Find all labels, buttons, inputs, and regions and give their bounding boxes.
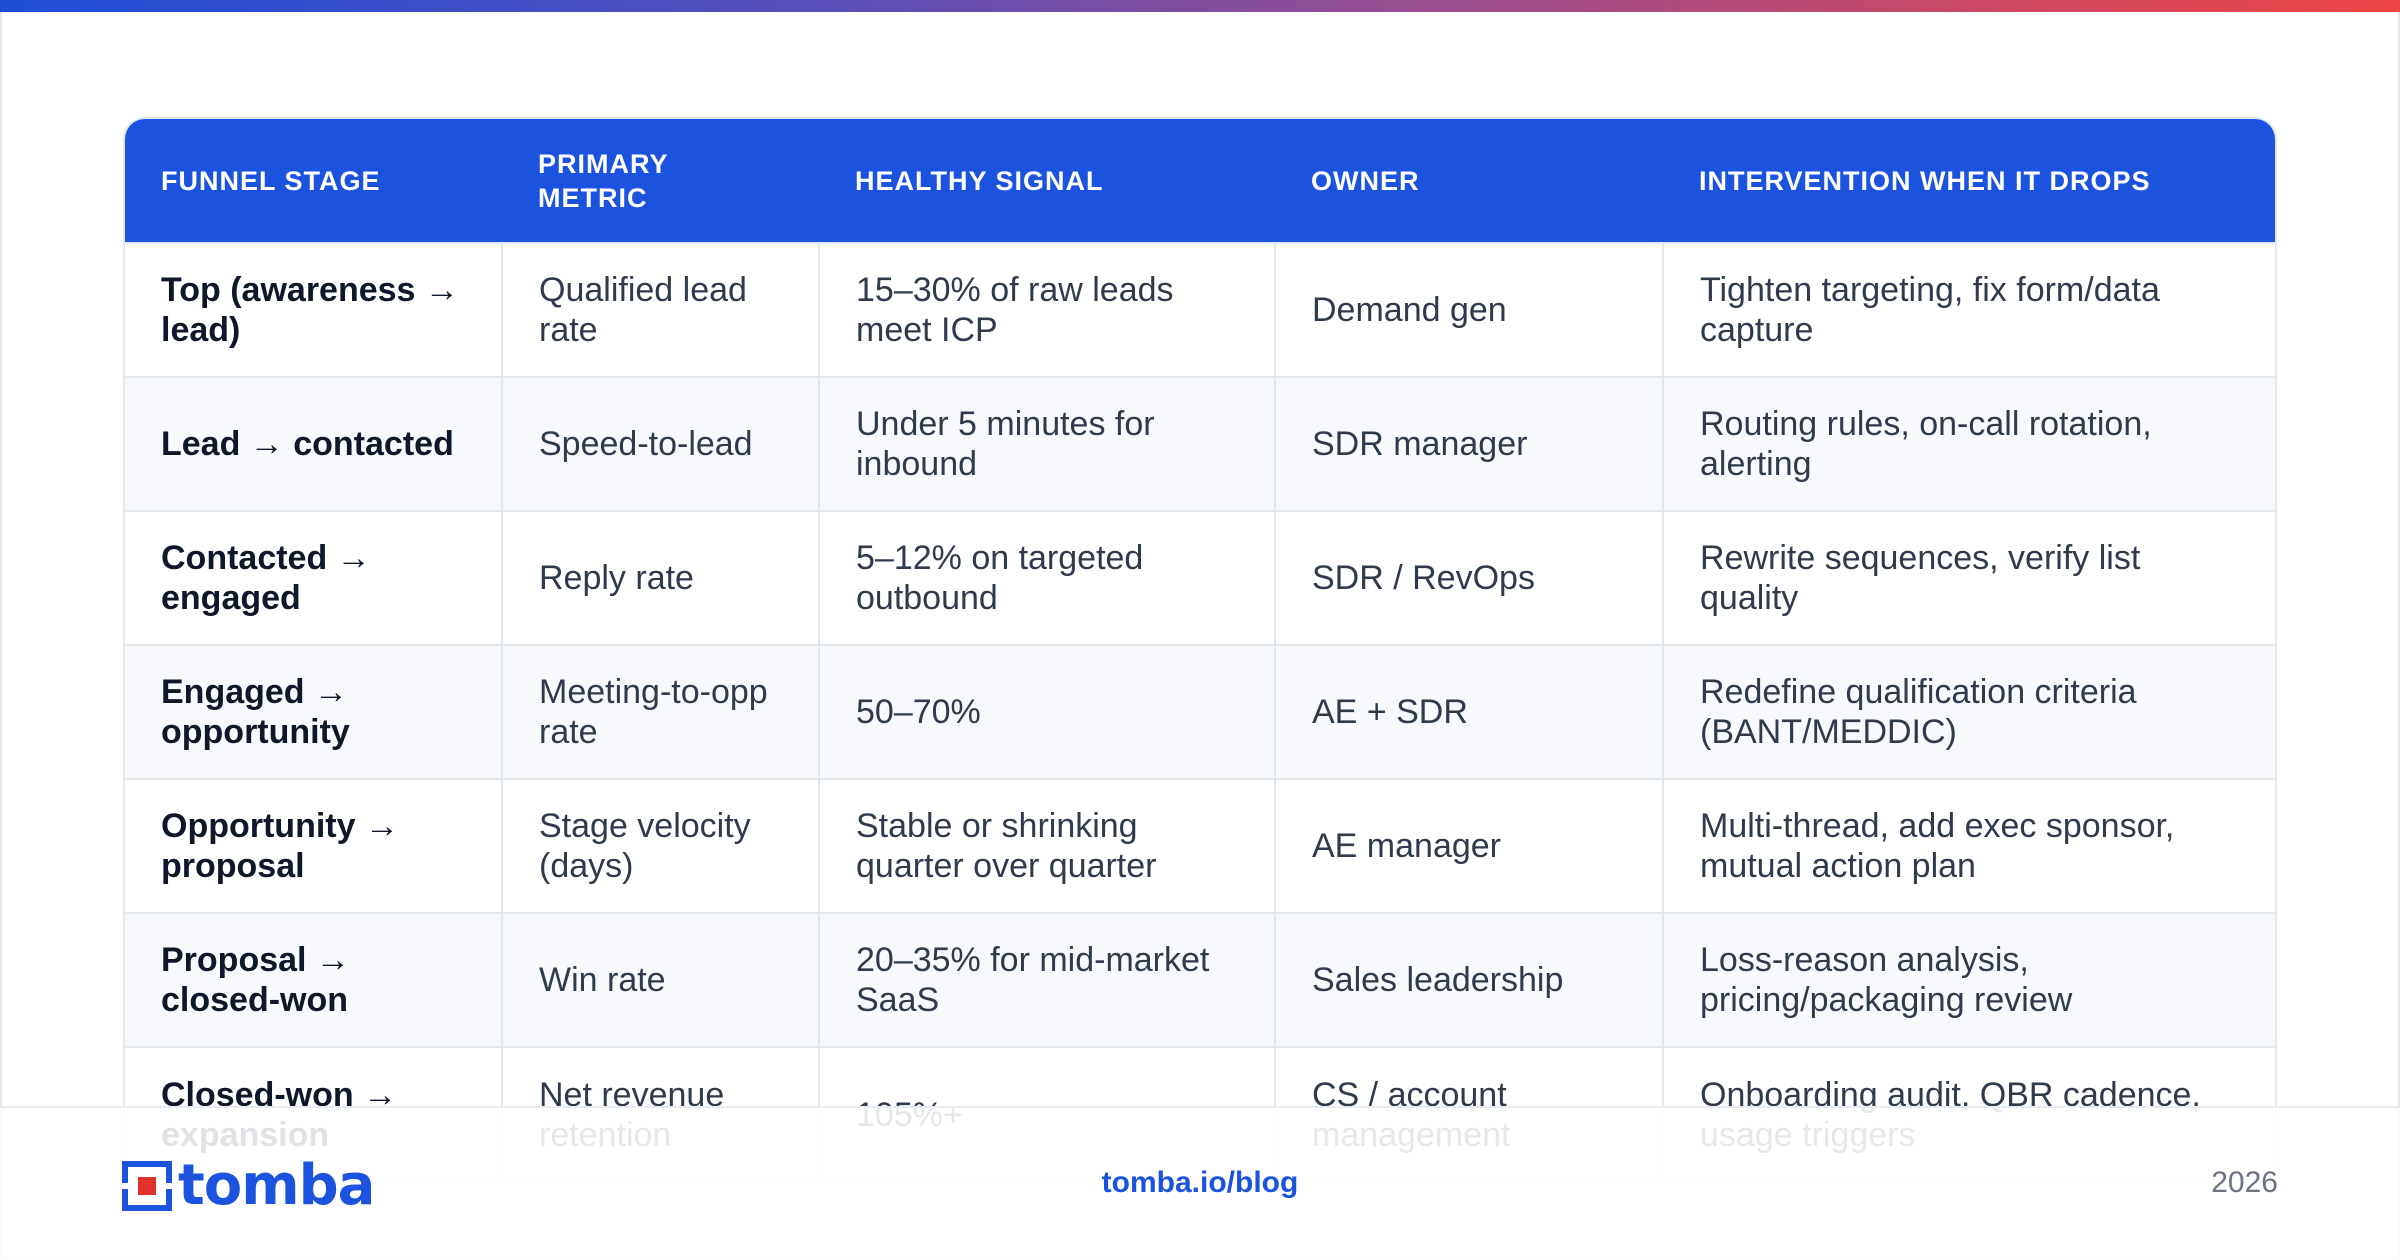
footer: tomba tomba.io/blog 2026 [0,1106,2400,1260]
cell-intervention: Routing rules, on-call rotation, alertin… [1663,376,2275,511]
funnel-table-card: FUNNEL STAGE PRIMARY METRIC HEALTHY SIGN… [123,117,2277,1181]
cell-funnel-stage: Engaged → opportunity [125,644,503,779]
cell-primary-metric: Speed-to-lead [502,376,820,511]
cell-primary-metric: Win rate [502,912,820,1047]
footer-year: 2026 [2211,1166,2278,1199]
table-row: Engaged → opportunity Meeting-to-opp rat… [125,644,2275,779]
cell-intervention: Loss-reason analysis, pricing/packaging … [1663,912,2275,1047]
table-header-row: FUNNEL STAGE PRIMARY METRIC HEALTHY SIGN… [125,119,2275,243]
cell-funnel-stage: Opportunity → proposal [125,778,503,913]
cell-intervention: Tighten targeting, fix form/data capture [1663,242,2275,377]
cell-healthy-signal: 5–12% on targeted outbound [819,510,1276,645]
cell-healthy-signal: 50–70% [819,644,1276,779]
header-intervention: INTERVENTION WHEN IT DROPS [1699,165,2151,196]
gradient-top-bar [0,0,2400,12]
cell-owner: Sales leadership [1275,912,1664,1047]
cell-owner: AE + SDR [1275,644,1664,779]
table-row: Lead → contacted Speed-to-lead Under 5 m… [125,376,2275,511]
cell-healthy-signal: 20–35% for mid-market SaaS [819,912,1276,1047]
tomba-logo[interactable]: tomba [122,1153,375,1218]
cell-healthy-signal: Under 5 minutes for inbound [819,376,1276,511]
table-row: Top (awareness → lead) Qualified lead ra… [125,242,2275,377]
cell-intervention: Rewrite sequences, verify list quality [1663,510,2275,645]
table-row: Contacted → engaged Reply rate 5–12% on … [125,510,2275,645]
cell-funnel-stage: Top (awareness → lead) [125,242,503,377]
cell-funnel-stage: Lead → contacted [125,376,503,511]
logo-wordmark: tomba [178,1153,375,1218]
cell-primary-metric: Meeting-to-opp rate [502,644,820,779]
cell-healthy-signal: Stable or shrinking quarter over quarter [819,778,1276,913]
blog-url-link[interactable]: tomba.io/blog [1101,1166,1299,1199]
cell-owner: AE manager [1275,778,1664,913]
cell-primary-metric: Reply rate [502,510,820,645]
cell-owner: Demand gen [1275,242,1664,377]
header-healthy-signal: HEALTHY SIGNAL [855,165,1104,196]
cell-funnel-stage: Proposal → closed-won [125,912,503,1047]
header-owner: OWNER [1311,165,1420,196]
cell-owner: SDR manager [1275,376,1664,511]
header-funnel-stage: FUNNEL STAGE [161,165,381,196]
cell-intervention: Redefine qualification criteria (BANT/ME… [1663,644,2275,779]
cell-healthy-signal: 15–30% of raw leads meet ICP [819,242,1276,377]
cell-owner: SDR / RevOps [1275,510,1664,645]
cell-primary-metric: Qualified lead rate [502,242,820,377]
cell-primary-metric: Stage velocity (days) [502,778,820,913]
table-row: Proposal → closed-won Win rate 20–35% fo… [125,912,2275,1047]
header-primary-metric: PRIMARY METRIC [538,148,669,213]
cell-intervention: Multi-thread, add exec sponsor, mutual a… [1663,778,2275,913]
cell-funnel-stage: Contacted → engaged [125,510,503,645]
table-row: Opportunity → proposal Stage velocity (d… [125,778,2275,913]
tomba-logo-icon [122,1161,172,1211]
funnel-table: FUNNEL STAGE PRIMARY METRIC HEALTHY SIGN… [125,119,2275,1179]
